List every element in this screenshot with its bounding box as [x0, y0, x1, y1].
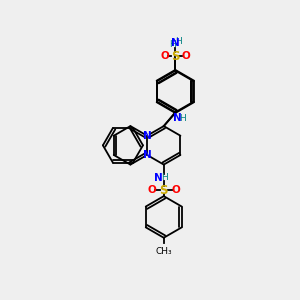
- Text: N: N: [173, 113, 182, 123]
- Text: CH₃: CH₃: [155, 247, 172, 256]
- Text: H: H: [161, 173, 168, 182]
- Text: N: N: [171, 38, 180, 48]
- Text: S: S: [160, 184, 168, 196]
- Text: O: O: [182, 51, 190, 61]
- Text: N: N: [143, 150, 152, 160]
- Text: O: O: [147, 185, 156, 195]
- Text: N: N: [154, 173, 163, 183]
- Text: S: S: [171, 50, 180, 62]
- Text: H: H: [179, 113, 186, 122]
- Text: N: N: [143, 131, 152, 141]
- Text: H: H: [169, 40, 175, 49]
- Text: H: H: [175, 37, 182, 46]
- Text: O: O: [160, 51, 169, 61]
- Text: O: O: [172, 185, 181, 195]
